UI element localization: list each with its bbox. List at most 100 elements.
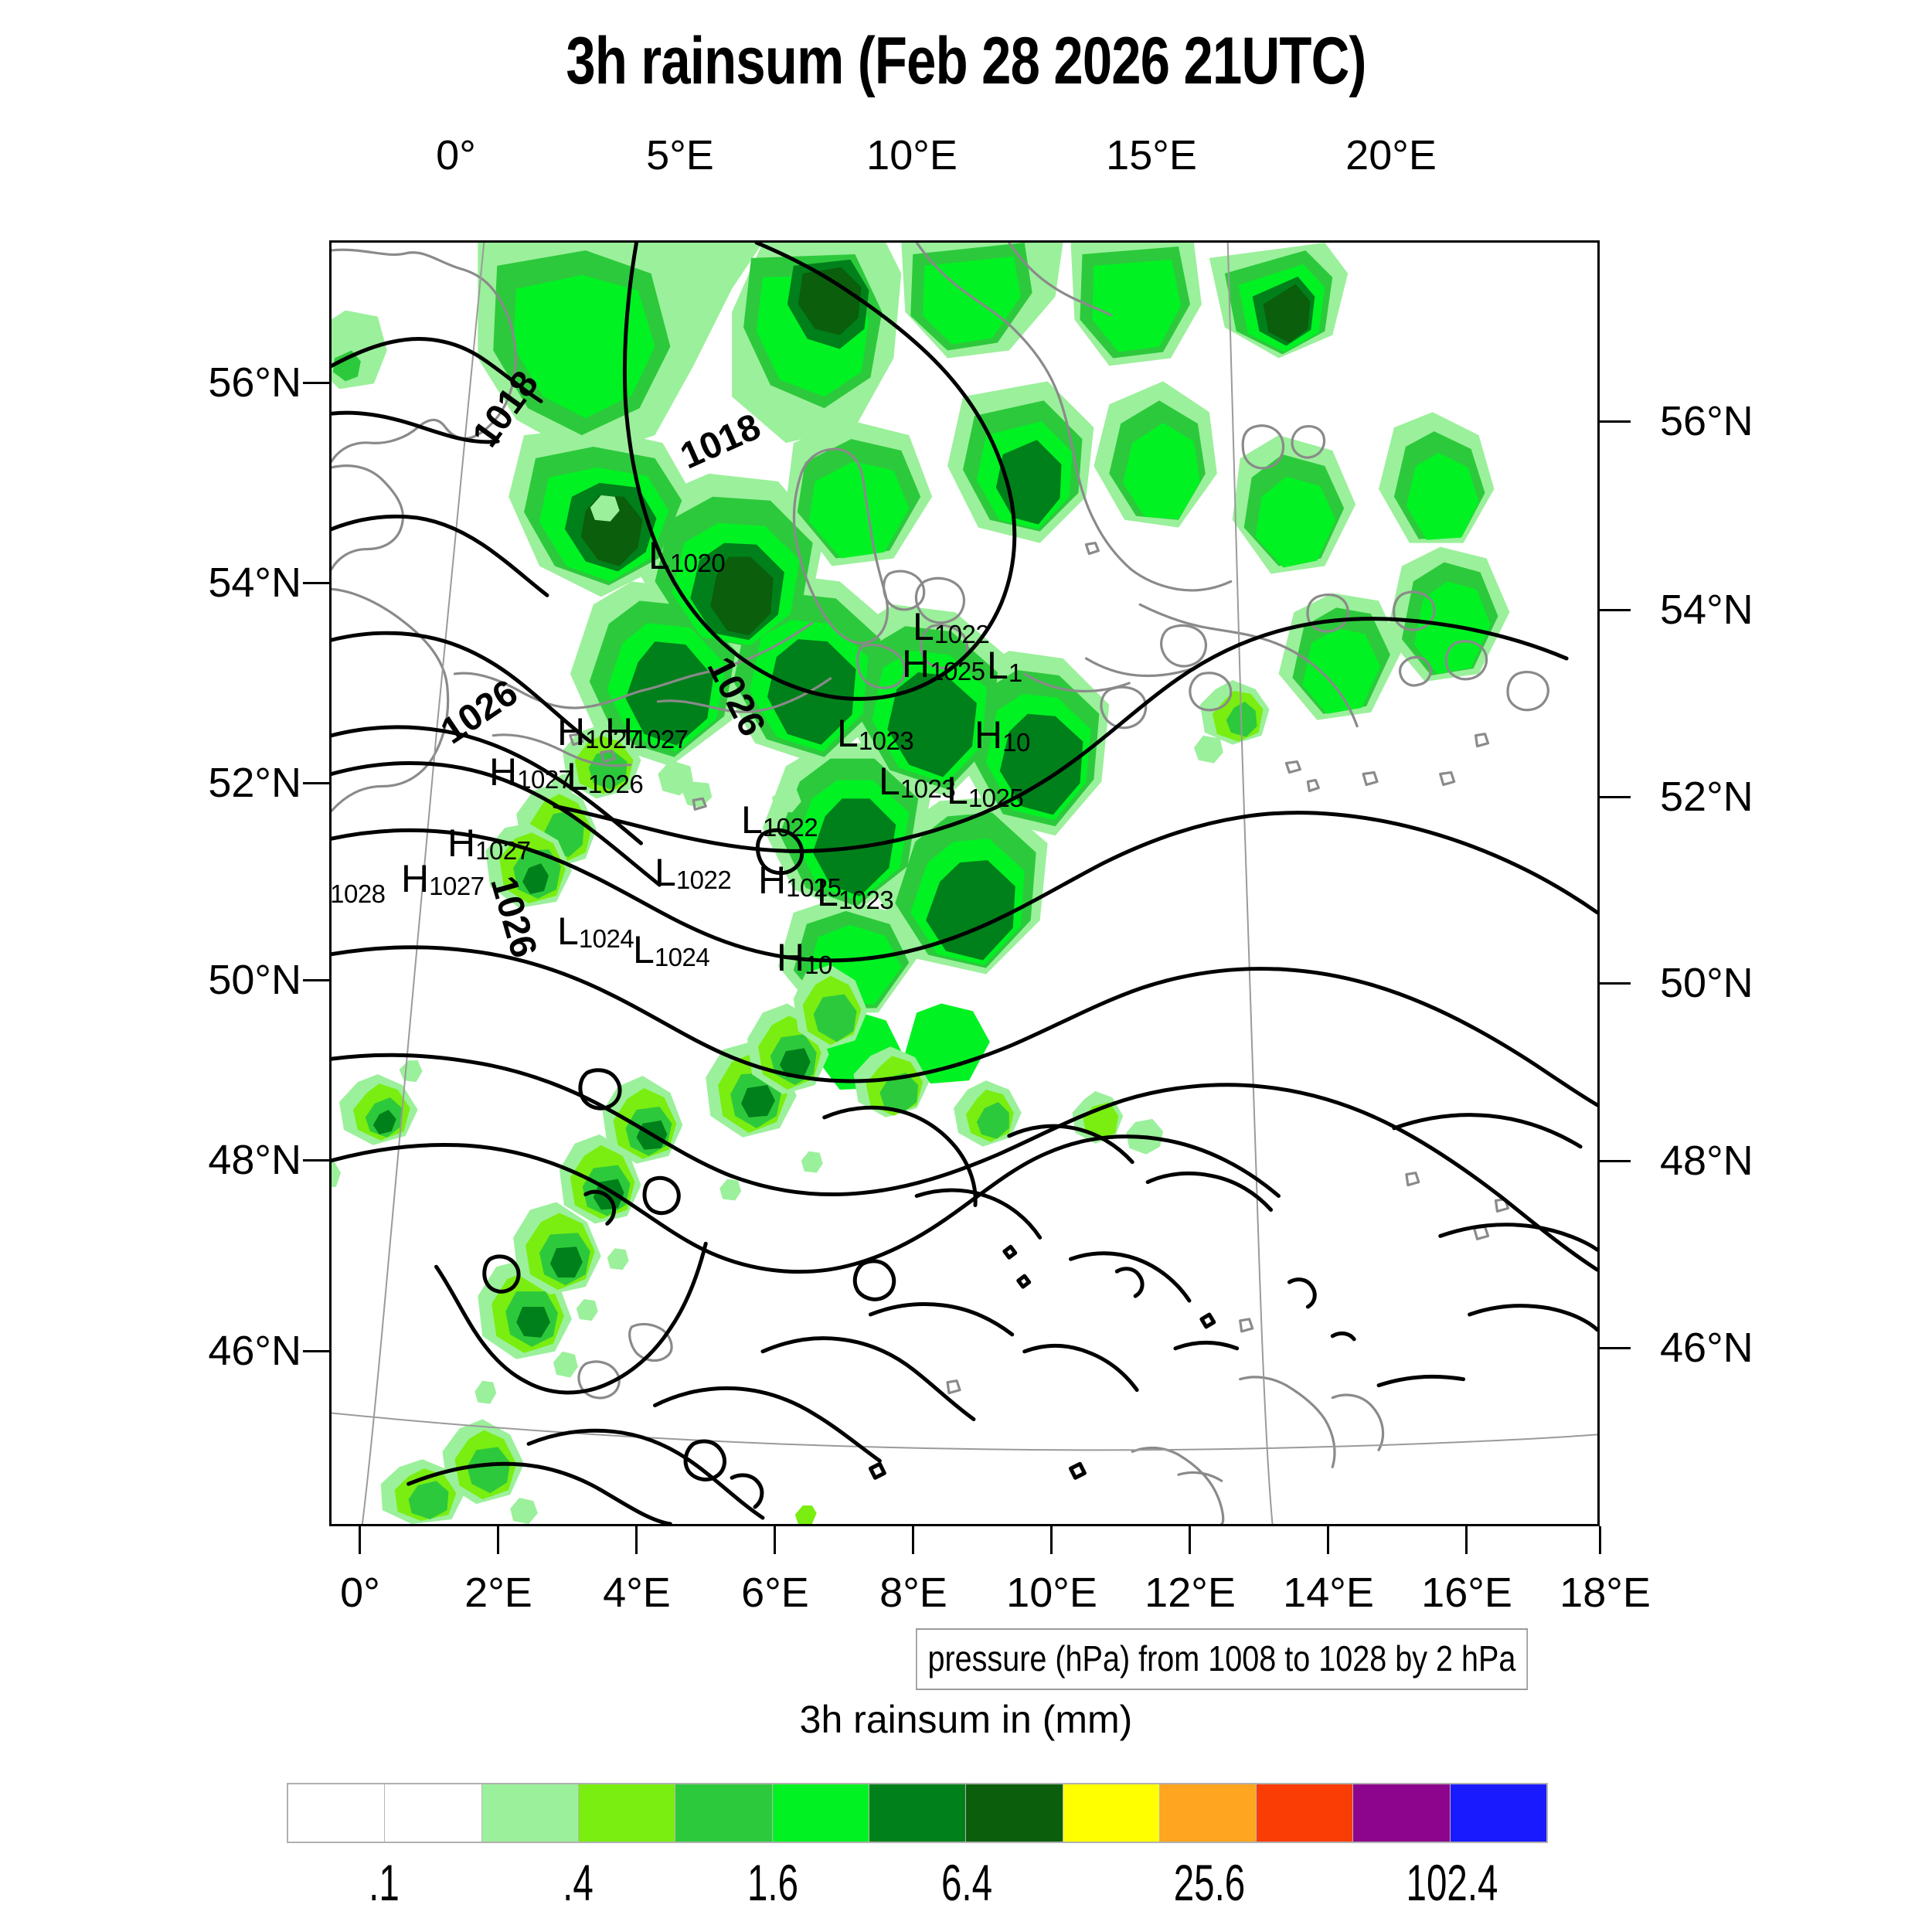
pressure-center-type: H	[758, 859, 787, 902]
pressure-center-L1023-se: L1023	[879, 760, 956, 803]
pressure-center-type: L	[947, 769, 968, 812]
pressure-center-value: 1022	[675, 865, 732, 894]
pressure-center-type: H	[447, 821, 476, 865]
pressure-center-type: L	[913, 605, 934, 648]
pressure-center-H10-bottom: H10	[777, 938, 832, 978]
pressure-center-type: H	[401, 857, 430, 900]
colorbar-swatch-12	[1449, 1784, 1547, 1842]
pressure-center-type: H	[777, 936, 805, 979]
pressure-center-H1027-b: H1027	[605, 713, 689, 752]
pressure-center-type: L	[837, 712, 859, 755]
colorbar-tick-label-2: 1.6	[747, 1854, 799, 1911]
colorbar-tick-label-0: .1	[369, 1854, 400, 1911]
pressure-legend-box: pressure (hPa) from 1008 to 1028 by 2 hP…	[916, 1628, 1528, 1690]
left-tick-label-52n: 52°N	[208, 760, 301, 806]
bottom-tick-label-1: 2°E	[464, 1570, 532, 1616]
pressure-center-value: 10	[804, 950, 832, 979]
colorbar[interactable]	[287, 1783, 1548, 1843]
top-tick-label-3: 15°E	[1106, 132, 1197, 179]
pressure-center-value: 1025	[930, 656, 985, 685]
pressure-center-value: 1024	[654, 942, 710, 971]
pressure-center-value: 1020	[669, 548, 726, 577]
left-tick-label-48n: 48°N	[208, 1137, 301, 1183]
pressure-center-type: L	[987, 644, 1009, 687]
weather-map[interactable]: 1018 1018 1026 1026 1026 L1010 L1014 L10…	[329, 240, 1600, 1526]
precipitation-field	[332, 243, 1510, 1524]
pressure-center-value: 1027	[475, 835, 531, 865]
colorbar-swatch-1	[384, 1784, 481, 1842]
pressure-center-type: H	[902, 642, 930, 685]
colorbar-swatch-7	[965, 1784, 1063, 1842]
pressure-center-H1027-a: H1027	[557, 713, 641, 752]
colorbar-swatch-11	[1352, 1784, 1450, 1842]
pressure-center-H1027-c: H1027	[489, 753, 573, 792]
pressure-center-type: L	[655, 851, 676, 894]
pressure-center-value: 1023	[838, 885, 894, 914]
colorbar-tick-label-1: .4	[563, 1854, 594, 1911]
pressure-center-L1022-ne: L1022	[913, 605, 990, 648]
colorbar-swatch-2	[481, 1784, 578, 1842]
pressure-center-type: H	[557, 710, 586, 753]
left-tick-label-54n: 54°N	[208, 560, 301, 606]
pressure-center-type: L	[741, 798, 763, 842]
pressure-center-value: 10	[1002, 727, 1030, 757]
pressure-center-L1022-s: L1022	[655, 851, 732, 894]
pressure-center-value: 1022	[934, 619, 990, 648]
colorbar-swatch-5	[771, 1784, 869, 1842]
pressure-center-type: H	[489, 750, 518, 794]
graticule	[332, 243, 1597, 1524]
colorbar-swatch-10	[1256, 1784, 1353, 1842]
pressure-center-type: L	[817, 871, 838, 914]
colorbar-swatch-4	[675, 1784, 772, 1842]
pressure-center-value: 1024	[578, 923, 634, 953]
colorbar-swatch-8	[1062, 1784, 1159, 1842]
pressure-center-H10-edge: H10	[975, 716, 1030, 755]
pressure-center-L1024-b: L1024	[633, 928, 710, 971]
pressure-center-type: L	[879, 760, 900, 803]
pressure-center-H1025-s: H1025	[758, 861, 842, 900]
pressure-center-value: 1028	[330, 879, 386, 908]
left-tick-label-46n: 46°N	[208, 1328, 301, 1374]
pressure-center-value: 1026	[587, 769, 644, 798]
pressure-center-value: 1023	[858, 726, 914, 755]
pressure-center-type: H	[329, 865, 330, 908]
pressure-center-type: H	[605, 710, 634, 753]
isobar-contours	[332, 243, 1597, 1524]
pressure-center-L-edge: L1	[987, 646, 1022, 685]
page-title: 3h rainsum (Feb 28 2026 21UTC)	[566, 24, 1366, 98]
pressure-center-type: L	[648, 534, 670, 577]
pressure-center-H1028: H1028	[329, 865, 386, 908]
pressure-center-H1025-ne: H1025	[902, 645, 985, 684]
pressure-center-L1024-a: L1024	[557, 912, 634, 951]
bottom-tick-label-6: 12°E	[1145, 1570, 1236, 1616]
right-tick-label-50n: 50°N	[1660, 960, 1753, 1006]
left-tick-label-56n: 56°N	[208, 359, 301, 406]
pressure-center-value: 1027	[633, 724, 689, 753]
colorbar-tick-label-3: 6.4	[940, 1854, 993, 1911]
pressure-center-value: 1025	[968, 783, 1024, 812]
pressure-center-L1020: L1020	[648, 534, 726, 577]
pressure-center-type: L	[557, 910, 579, 953]
pressure-center-type: H	[975, 713, 1003, 757]
top-tick-label-2: 10°E	[866, 132, 957, 179]
bottom-tick-label-5: 10°E	[1006, 1570, 1097, 1616]
pressure-center-value: 1	[1008, 658, 1022, 687]
colorbar-swatch-3	[577, 1784, 675, 1842]
bottom-tick-label-9: 18°E	[1560, 1570, 1651, 1616]
coastline-layer	[332, 243, 1549, 1524]
pressure-center-L1023-e: L1023	[837, 712, 914, 755]
top-tick-label-1: 5°E	[646, 132, 714, 179]
colorbar-tick-label-4: 25.6	[1173, 1854, 1246, 1911]
pressure-center-value: 1027	[429, 871, 485, 900]
pressure-center-H1027-e: H1027	[401, 859, 485, 899]
left-tick-label-50n: 50°N	[208, 957, 301, 1003]
pressure-center-value: 1023	[900, 774, 956, 803]
colorbar-swatch-0	[288, 1784, 385, 1842]
pressure-center-L1025-se: L1025	[947, 769, 1024, 812]
pressure-center-value: 1027	[517, 764, 573, 794]
bottom-tick-label-3: 6°E	[741, 1570, 809, 1616]
colorbar-swatch-6	[868, 1784, 966, 1842]
right-tick-label-54n: 54°N	[1660, 587, 1753, 633]
bottom-tick-label-4: 8°E	[879, 1570, 947, 1616]
pressure-center-type: L	[633, 928, 655, 971]
